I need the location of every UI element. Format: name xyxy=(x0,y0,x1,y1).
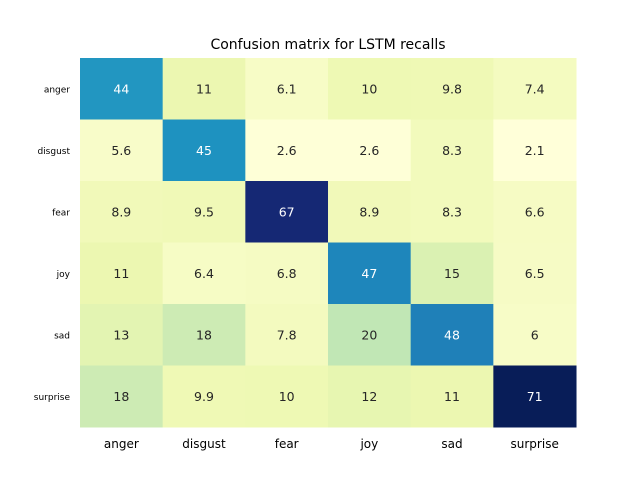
heatmap-cell-4-5 xyxy=(493,304,577,366)
heatmap-cell-4-1 xyxy=(162,304,246,366)
heatmap-cell-4-3 xyxy=(328,304,412,366)
heatmap-cell-2-1 xyxy=(162,181,246,243)
cell-value-label-0-1: 11 xyxy=(196,81,212,96)
heatmap-cell-3-4 xyxy=(410,242,494,305)
heatmap-cell-2-2 xyxy=(245,181,329,243)
cell-value-label-3-4: 15 xyxy=(444,266,460,281)
cell-value-label-4-3: 20 xyxy=(361,327,377,342)
heatmap-cell-3-0 xyxy=(80,242,164,305)
cell-value-label-4-5: 6 xyxy=(531,327,539,342)
cell-value-label-2-3: 8.9 xyxy=(359,204,379,219)
cell-value-label-4-2: 7.8 xyxy=(277,327,297,342)
cell-value-label-2-0: 8.9 xyxy=(111,204,131,219)
cell-value-label-4-1: 18 xyxy=(196,327,212,342)
y-tick-label-sad: sad xyxy=(54,331,70,341)
heatmap-cell-1-3 xyxy=(328,119,412,182)
cell-value-label-3-2: 6.8 xyxy=(277,266,297,281)
heatmap-cell-3-1 xyxy=(162,242,246,305)
heatmap-cell-4-2 xyxy=(245,304,329,366)
heatmap-cell-2-5 xyxy=(493,181,577,243)
x-axis-tick-labels: anger disgust fear joy sad surprise xyxy=(104,437,559,451)
x-tick-label-surprise: surprise xyxy=(511,437,559,451)
heatmap-cell-3-2 xyxy=(245,242,329,305)
heatmap-cell-5-2 xyxy=(245,365,329,428)
cell-value-label-1-3: 2.6 xyxy=(359,143,379,158)
cell-value-label-0-5: 7.4 xyxy=(525,81,545,96)
heatmap-cell-2-0 xyxy=(80,181,164,243)
x-tick-label-sad: sad xyxy=(441,437,462,451)
heatmap-cell-0-4 xyxy=(410,58,494,120)
heatmap-cell-1-0 xyxy=(80,119,164,182)
cell-value-label-2-4: 8.3 xyxy=(442,204,462,219)
cell-value-label-3-1: 6.4 xyxy=(194,266,214,281)
y-tick-label-disgust: disgust xyxy=(37,147,70,157)
heatmap-cell-1-4 xyxy=(410,119,494,182)
y-tick-label-joy: joy xyxy=(56,270,71,280)
heatmap-cell-1-5 xyxy=(493,119,577,182)
heatmap-cell-5-3 xyxy=(328,365,412,428)
cell-value-label-2-5: 6.6 xyxy=(525,204,545,219)
heatmap-cell-0-1 xyxy=(162,58,246,120)
cell-value-label-1-1: 45 xyxy=(196,143,212,158)
heatmap-cell-0-0 xyxy=(80,58,164,120)
heatmap-cell-5-1 xyxy=(162,365,246,428)
heatmap-cell-3-5 xyxy=(493,242,577,305)
cell-value-label-0-0: 44 xyxy=(113,81,129,96)
heatmap-cells: 44 11 6.1 10 9.8 7.45.6 45 2.6 2.6 8.3 2.18.9 9.5 67… xyxy=(80,58,577,428)
heatmap-cell-2-4 xyxy=(410,181,494,243)
cell-value-label-2-1: 9.5 xyxy=(194,204,214,219)
cell-value-label-1-2: 2.6 xyxy=(277,143,297,158)
heatmap-cell-1-1 xyxy=(162,119,246,182)
heatmap-cell-5-0 xyxy=(80,365,164,428)
heatmap-cell-0-5 xyxy=(493,58,577,120)
cell-value-label-4-0: 13 xyxy=(113,327,129,342)
x-tick-label-fear: fear xyxy=(275,437,299,451)
y-tick-label-surprise: surprise xyxy=(34,393,71,403)
y-axis-tick-labels: anger disgust fear joy sad surprise xyxy=(34,85,71,403)
chart-title: Confusion matrix for LSTM recalls xyxy=(210,37,445,53)
heatmap-cell-5-5 xyxy=(493,365,577,428)
cell-value-label-1-5: 2.1 xyxy=(525,143,545,158)
cell-value-label-2-2: 67 xyxy=(279,204,295,219)
y-tick-label-fear: fear xyxy=(52,208,70,218)
heatmap-cell-4-0 xyxy=(80,304,164,366)
x-tick-label-disgust: disgust xyxy=(182,437,226,451)
heatmap-cell-2-3 xyxy=(328,181,412,243)
cell-value-label-1-0: 5.6 xyxy=(111,143,131,158)
cell-value-label-0-4: 9.8 xyxy=(442,81,462,96)
heatmap-cell-0-3 xyxy=(328,58,412,120)
cell-value-label-5-5: 71 xyxy=(527,389,543,404)
cell-value-label-3-5: 6.5 xyxy=(525,266,545,281)
x-tick-label-anger: anger xyxy=(104,437,139,451)
x-tick-label-joy: joy xyxy=(359,437,378,451)
heatmap-cell-1-2 xyxy=(245,119,329,182)
cell-value-label-3-3: 47 xyxy=(361,266,377,281)
cell-value-label-5-2: 10 xyxy=(279,389,295,404)
cell-value-label-5-0: 18 xyxy=(113,389,129,404)
cell-value-label-5-1: 9.9 xyxy=(194,389,214,404)
cell-value-label-4-4: 48 xyxy=(444,327,460,342)
cell-value-label-0-2: 6.1 xyxy=(277,81,297,96)
heatmap-cell-5-4 xyxy=(410,365,494,428)
heatmap-cell-3-3 xyxy=(328,242,412,305)
cell-value-label-3-0: 11 xyxy=(113,266,129,281)
cell-value-label-5-3: 12 xyxy=(361,389,377,404)
cell-value-label-5-4: 11 xyxy=(444,389,460,404)
heatmap-cell-0-2 xyxy=(245,58,329,120)
cell-value-label-1-4: 8.3 xyxy=(442,143,462,158)
cell-value-label-0-3: 10 xyxy=(361,81,377,96)
y-tick-label-anger: anger xyxy=(44,85,70,95)
heatmap-cell-4-4 xyxy=(410,304,494,366)
